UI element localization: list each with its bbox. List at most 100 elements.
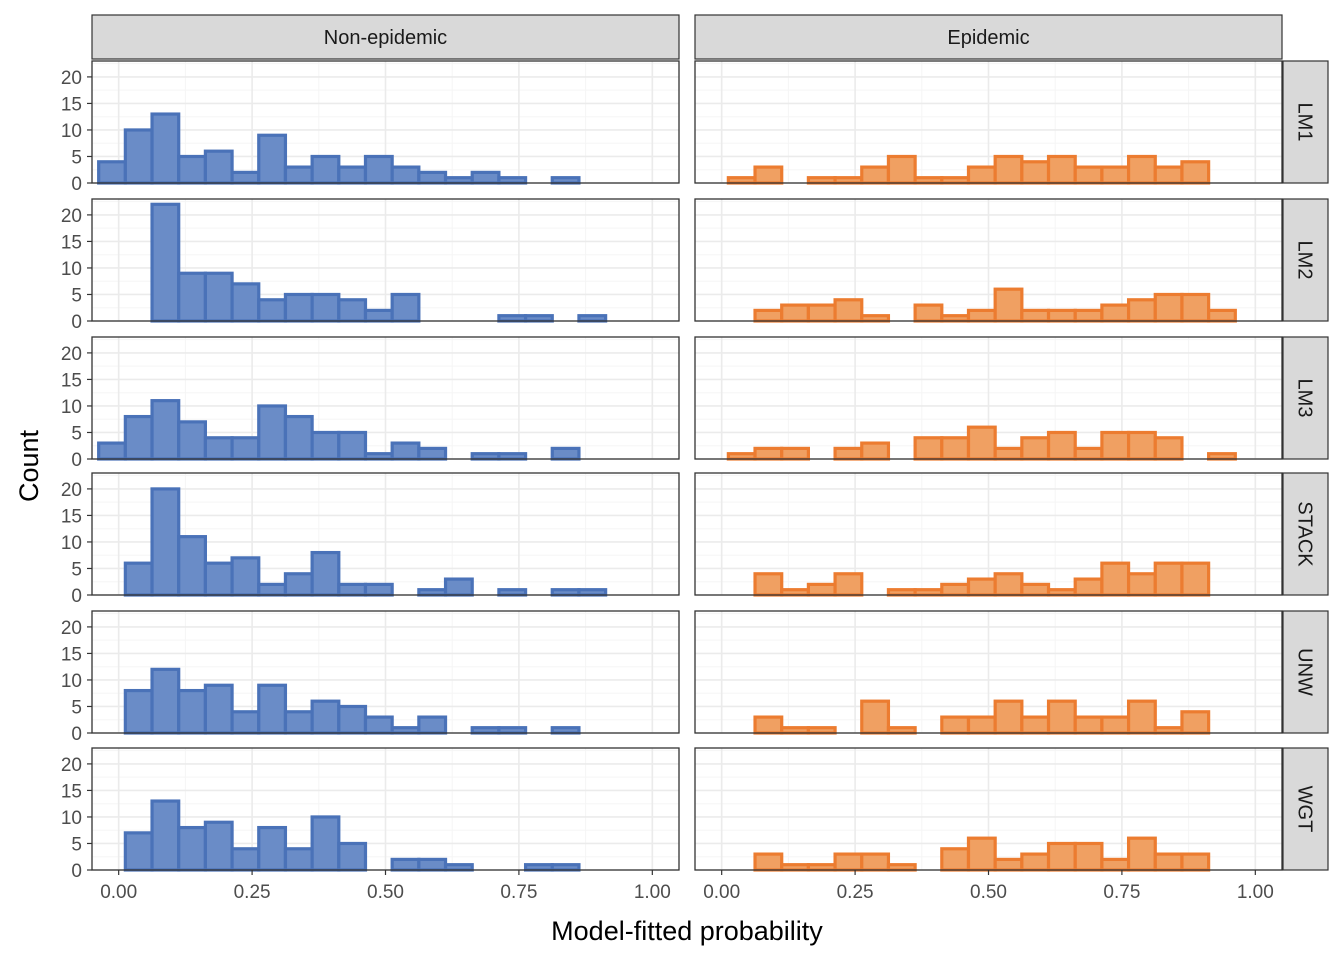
panel-lm1-epidemic [694, 60, 1283, 185]
histogram-bar [860, 165, 891, 185]
y-tick-label: 20 [61, 480, 82, 501]
histogram-bar [283, 414, 314, 461]
histogram-bar [283, 572, 314, 597]
histogram-bar [1100, 165, 1131, 185]
x-tick-label: 0.00 [703, 882, 740, 903]
histogram-bar [150, 202, 181, 323]
histogram-bar [337, 841, 368, 872]
strips-layer: Non-epidemic Epidemic LM1 LM2 LM3 STACK UNW WGT [91, 14, 1329, 871]
histogram-bar [283, 710, 314, 735]
histogram-bar [940, 715, 971, 735]
histogram-bar [966, 715, 997, 735]
histogram-bar [203, 149, 234, 185]
histogram-bar [203, 561, 234, 597]
y-tick-label: 5 [71, 285, 82, 306]
histogram-bar [177, 535, 207, 597]
histogram-bar [1046, 699, 1077, 735]
histogram-bar [257, 133, 288, 185]
histogram-bar [1020, 436, 1051, 461]
y-tick-label: 15 [61, 506, 82, 527]
histogram-bar [913, 176, 944, 185]
panel-border [694, 198, 1283, 322]
histogram-bar [806, 176, 837, 185]
histogram-bar [1100, 303, 1131, 323]
panel-border [91, 336, 680, 460]
histogram-bar [860, 441, 891, 461]
histogram-bar [833, 446, 864, 461]
histogram-bar [1073, 841, 1104, 872]
histogram-bar [966, 425, 997, 461]
y-tick-label: 0 [71, 724, 82, 745]
y-tick-label: 0 [71, 861, 82, 882]
histogram-bar [257, 582, 288, 597]
histogram-bar [886, 863, 917, 872]
y-tick-label: 15 [61, 781, 82, 802]
y-tick-label: 10 [61, 121, 82, 142]
panel-lm2-non-epidemic [91, 198, 680, 323]
histogram-bar [966, 577, 997, 597]
row-strip-label-unw: UNW [1294, 648, 1316, 696]
histogram-bar [310, 699, 341, 735]
histogram-bar [1020, 582, 1051, 597]
histogram-bar [1153, 436, 1184, 461]
histogram-bar [913, 303, 944, 323]
histogram-bar [1126, 572, 1157, 597]
histogram-bar [860, 314, 891, 323]
row-strip-wgt [1282, 747, 1329, 871]
histogram-bar [1020, 715, 1051, 735]
histogram-bar [337, 704, 368, 735]
histogram-bar [257, 298, 288, 323]
histogram-bar [1100, 715, 1131, 735]
y-tick-label: 15 [61, 644, 82, 665]
histogram-bar [993, 446, 1024, 461]
histogram-bar [363, 154, 394, 185]
histogram-bar [177, 420, 207, 461]
histogram-bar [780, 863, 810, 872]
histogram-bar [497, 726, 528, 735]
histogram-bar [230, 847, 261, 872]
panel-wgt-non-epidemic [91, 747, 680, 872]
histogram-bar [257, 404, 288, 461]
x-tick-label: 0.25 [837, 882, 874, 903]
histogram-bar [913, 588, 944, 597]
histogram-bar [780, 588, 810, 597]
panel-border [694, 610, 1283, 734]
x-axis-title: Model-fitted probability [551, 916, 823, 946]
x-tick-label: 0.00 [100, 882, 137, 903]
histogram-bar [806, 863, 837, 872]
y-tick-label: 20 [61, 755, 82, 776]
y-tick-label: 0 [71, 450, 82, 471]
y-tick-label: 5 [71, 559, 82, 580]
histogram-bar [1046, 588, 1077, 597]
row-strip-lm1 [1282, 60, 1329, 184]
histogram-bar [310, 154, 341, 185]
x-tick-label: 0.75 [500, 882, 537, 903]
histogram-bar [1126, 430, 1157, 461]
row-strip-label-stack: STACK [1294, 501, 1316, 567]
panel-wgt-epidemic [694, 747, 1283, 872]
panel-unw-non-epidemic [91, 610, 680, 735]
column-strip-non-epidemic [91, 14, 680, 60]
histogram-bar [550, 726, 581, 735]
histogram-bar [443, 577, 474, 597]
histogram-bar [1073, 715, 1104, 735]
x-tick-label: 0.50 [367, 882, 404, 903]
histogram-bar [1073, 446, 1104, 461]
histogram-bar [1073, 308, 1104, 323]
row-strip-label-lm2: LM2 [1294, 241, 1316, 280]
histogram-bar [966, 165, 997, 185]
x-tick-label: 1.00 [634, 882, 671, 903]
histogram-bar [97, 160, 127, 185]
histogram-bar [337, 298, 368, 323]
histogram-bar [753, 446, 784, 461]
panel-border [91, 198, 680, 322]
histogram-bar [363, 308, 394, 323]
histogram-bar [993, 154, 1024, 185]
y-tick-label: 15 [61, 232, 82, 253]
histogram-bar [1180, 160, 1211, 185]
histogram-bar [550, 176, 581, 185]
y-tick-label: 15 [61, 370, 82, 391]
histogram-bar [753, 715, 784, 735]
panel-lm3-epidemic [694, 336, 1283, 461]
